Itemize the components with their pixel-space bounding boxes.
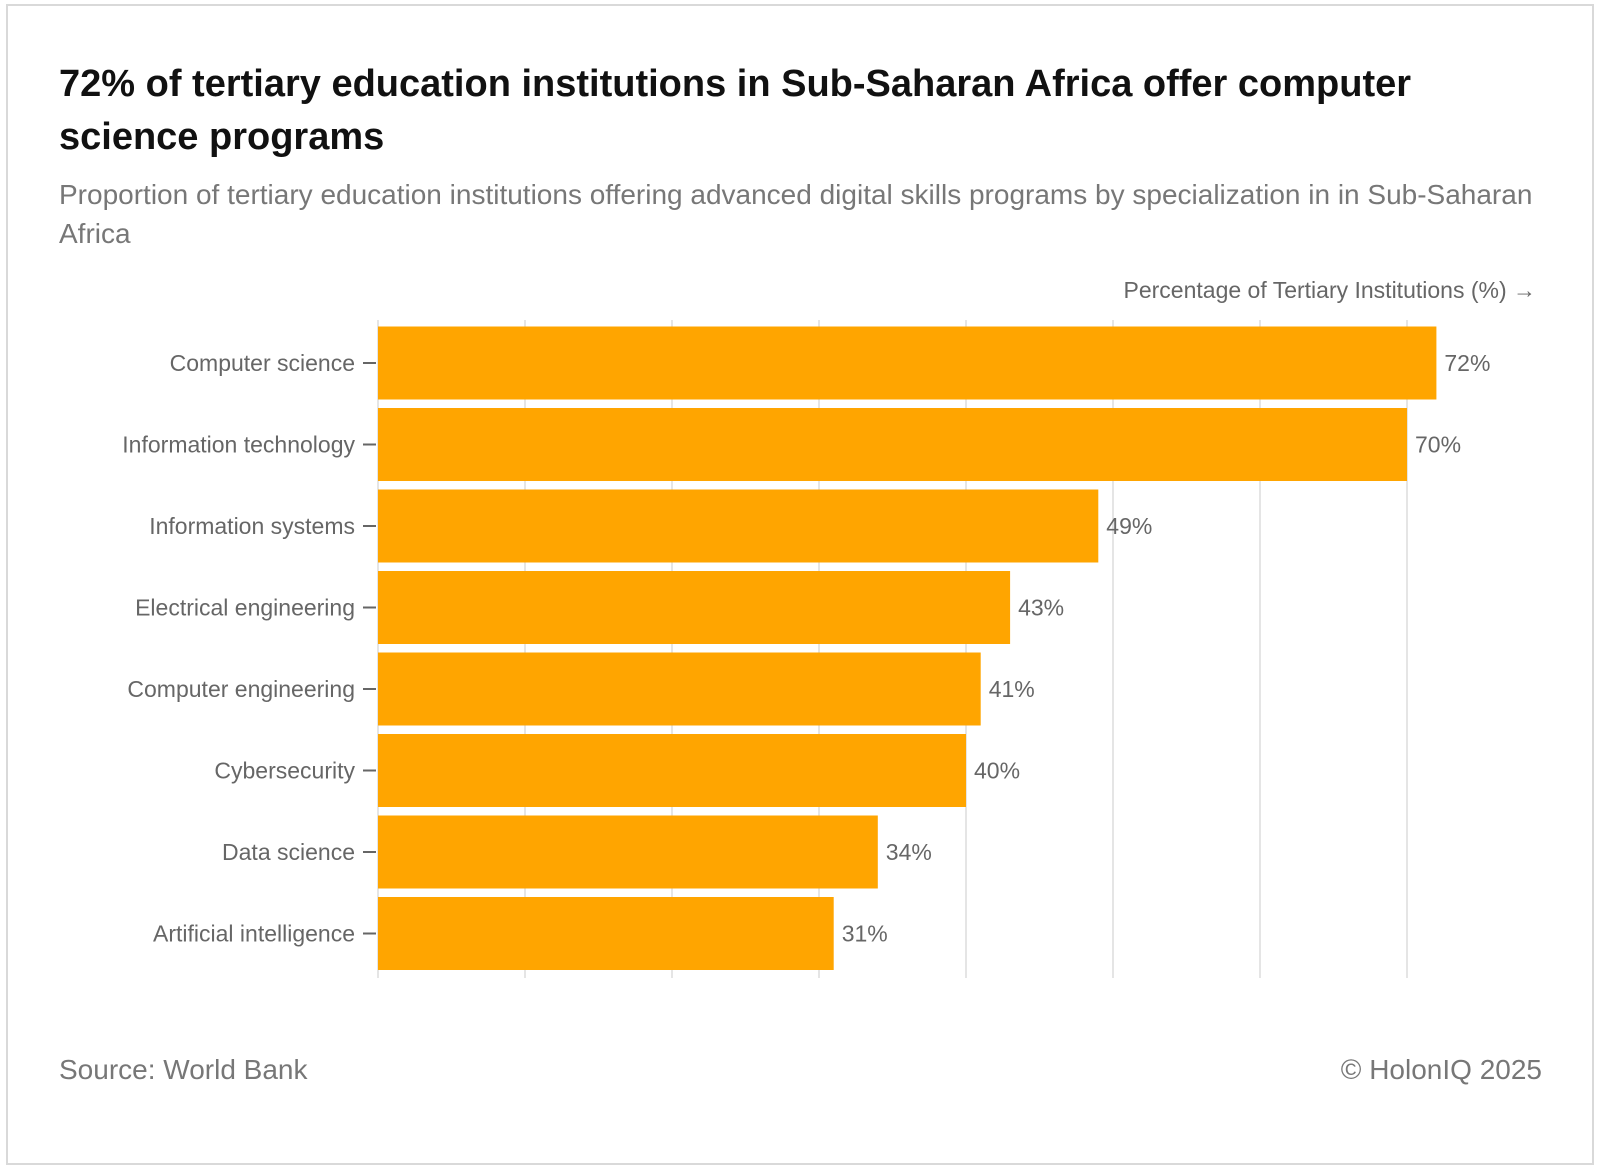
bars xyxy=(378,326,1437,970)
y-tick-label: Information technology xyxy=(122,432,355,458)
bar-data-science xyxy=(378,815,878,889)
y-tick-label: Data science xyxy=(222,839,355,865)
bar-computer-science xyxy=(378,326,1437,400)
bar-computer-engineering xyxy=(378,652,981,726)
source-note: Source: World Bank xyxy=(59,1054,308,1085)
data-label: 49% xyxy=(1106,513,1152,539)
data-label: 70% xyxy=(1415,432,1461,458)
data-label: 72% xyxy=(1444,350,1490,376)
x-axis-title: Percentage of Tertiary Institutions (%) … xyxy=(1123,277,1536,303)
data-label: 31% xyxy=(842,921,888,947)
data-label: 41% xyxy=(989,676,1035,702)
bar-information-systems xyxy=(378,489,1099,563)
chart-title: 72% of tertiary education institutions i… xyxy=(59,63,1412,158)
y-tick-label: Cybersecurity xyxy=(214,758,355,784)
y-tick-label: Artificial intelligence xyxy=(153,921,355,947)
copyright-note: © HolonIQ 2025 xyxy=(1340,1054,1542,1085)
bar-information-technology xyxy=(378,408,1407,481)
labels: Computer science 72% Information technolog… xyxy=(122,350,1490,947)
bar-cybersecurity xyxy=(378,734,966,807)
y-tick-label: Computer science xyxy=(170,350,355,376)
y-tick-label: Information systems xyxy=(149,513,355,539)
data-label: 43% xyxy=(1018,595,1064,621)
y-tick-label: Computer engineering xyxy=(127,676,355,702)
data-label: 40% xyxy=(974,758,1020,784)
data-label: 34% xyxy=(886,839,932,865)
chart-subtitle: Proportion of tertiary education institu… xyxy=(59,179,1533,249)
y-tick-label: Electrical engineering xyxy=(135,595,355,621)
bar-electrical-engineering xyxy=(378,571,1011,644)
bar-artificial-intelligence xyxy=(378,897,834,970)
